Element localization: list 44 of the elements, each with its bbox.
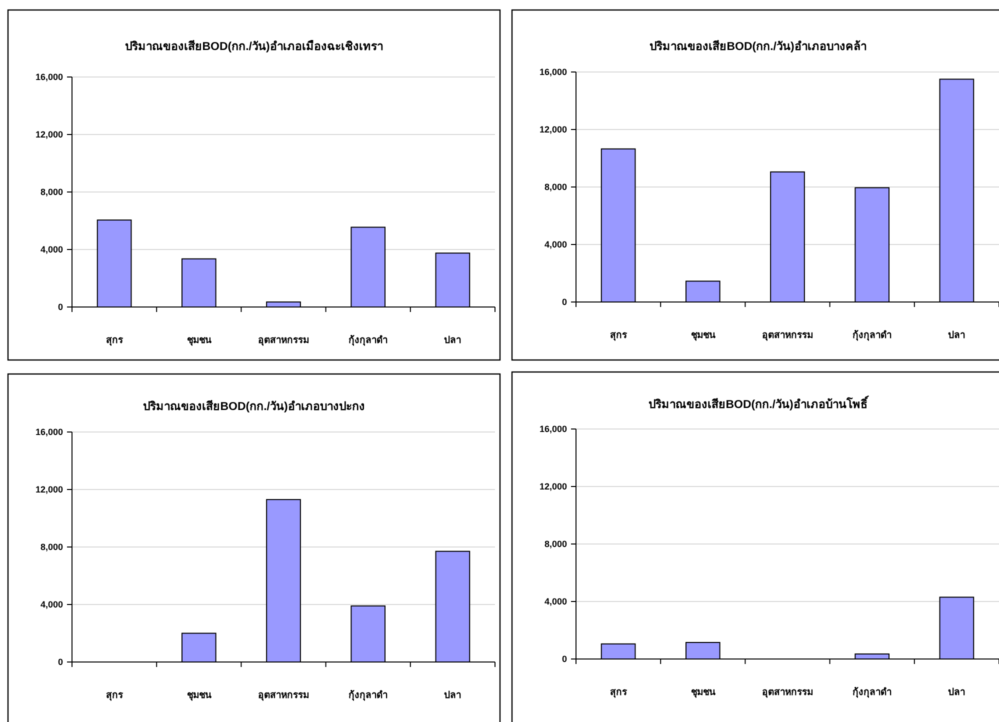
- y-tick-label: 4,000: [544, 240, 567, 250]
- x-tick-label: ชุมชน: [690, 330, 716, 341]
- x-tick-label: ปลา: [444, 689, 462, 701]
- chart-title: ปริมาณของเสียBOD(กก./วัน)อำเภอเมืองฉะเชิงเทรา: [125, 39, 383, 53]
- chart-title: ปริมาณของเสียBOD(กก./วัน)อำเภอบางปะกง: [143, 399, 365, 413]
- x-tick-label: ชุมชน: [186, 690, 212, 701]
- x-tick-label: อุตสาหกรรม: [762, 330, 813, 341]
- y-tick-label: 12,000: [35, 484, 63, 495]
- y-tick-label: 16,000: [539, 424, 567, 434]
- y-tick-label: 0: [562, 297, 567, 308]
- x-tick-label: ปลา: [948, 329, 966, 341]
- x-tick-label: กุ้งกุลาดำ: [852, 329, 892, 341]
- x-tick-label: สุกร: [106, 690, 124, 701]
- x-tick-label: อุตสาหกรรม: [762, 687, 813, 698]
- x-tick-label: ชุมชน: [186, 335, 212, 346]
- y-tick-label: 8,000: [40, 542, 63, 552]
- x-tick-label: กุ้งกุลาดำ: [852, 686, 892, 698]
- chart-title: ปริมาณของเสียBOD(กก./วัน)อำเภอบ้านโพธิ์: [648, 395, 870, 411]
- y-tick-label: 8,000: [544, 539, 567, 550]
- x-tick-label: สุกร: [610, 687, 628, 698]
- x-tick-label: สุกร: [610, 330, 628, 341]
- x-tick-label: กุ้งกุลาดำ: [348, 334, 388, 346]
- x-tick-label: ปลา: [444, 334, 462, 346]
- y-tick-label: 12,000: [539, 124, 567, 135]
- y-tick-label: 8,000: [544, 182, 567, 192]
- y-tick-label: 12,000: [539, 482, 567, 492]
- chart-title: ปริมาณของเสียBOD(กก./วัน)อำเภอบางคล้า: [650, 39, 866, 53]
- y-tick-label: 16,000: [539, 67, 567, 78]
- x-tick-label: สุกร: [106, 335, 124, 346]
- y-tick-label: 16,000: [35, 427, 63, 438]
- y-tick-label: 16,000: [35, 72, 63, 82]
- x-tick-label: กุ้งกุลาดำ: [348, 689, 388, 701]
- y-tick-label: 12,000: [35, 130, 63, 140]
- y-tick-label: 4,000: [40, 600, 63, 610]
- y-tick-label: 8,000: [40, 187, 63, 198]
- y-tick-label: 4,000: [40, 244, 63, 255]
- y-tick-label: 0: [58, 657, 63, 668]
- y-tick-label: 4,000: [544, 596, 567, 607]
- x-tick-label: ชุมชน: [690, 687, 716, 698]
- y-tick-label: 0: [562, 654, 567, 664]
- x-tick-label: อุตสาหกรรม: [258, 690, 309, 701]
- x-tick-label: ปลา: [948, 686, 966, 698]
- x-tick-label: อุตสาหกรรม: [258, 335, 309, 346]
- y-tick-label: 0: [58, 302, 63, 312]
